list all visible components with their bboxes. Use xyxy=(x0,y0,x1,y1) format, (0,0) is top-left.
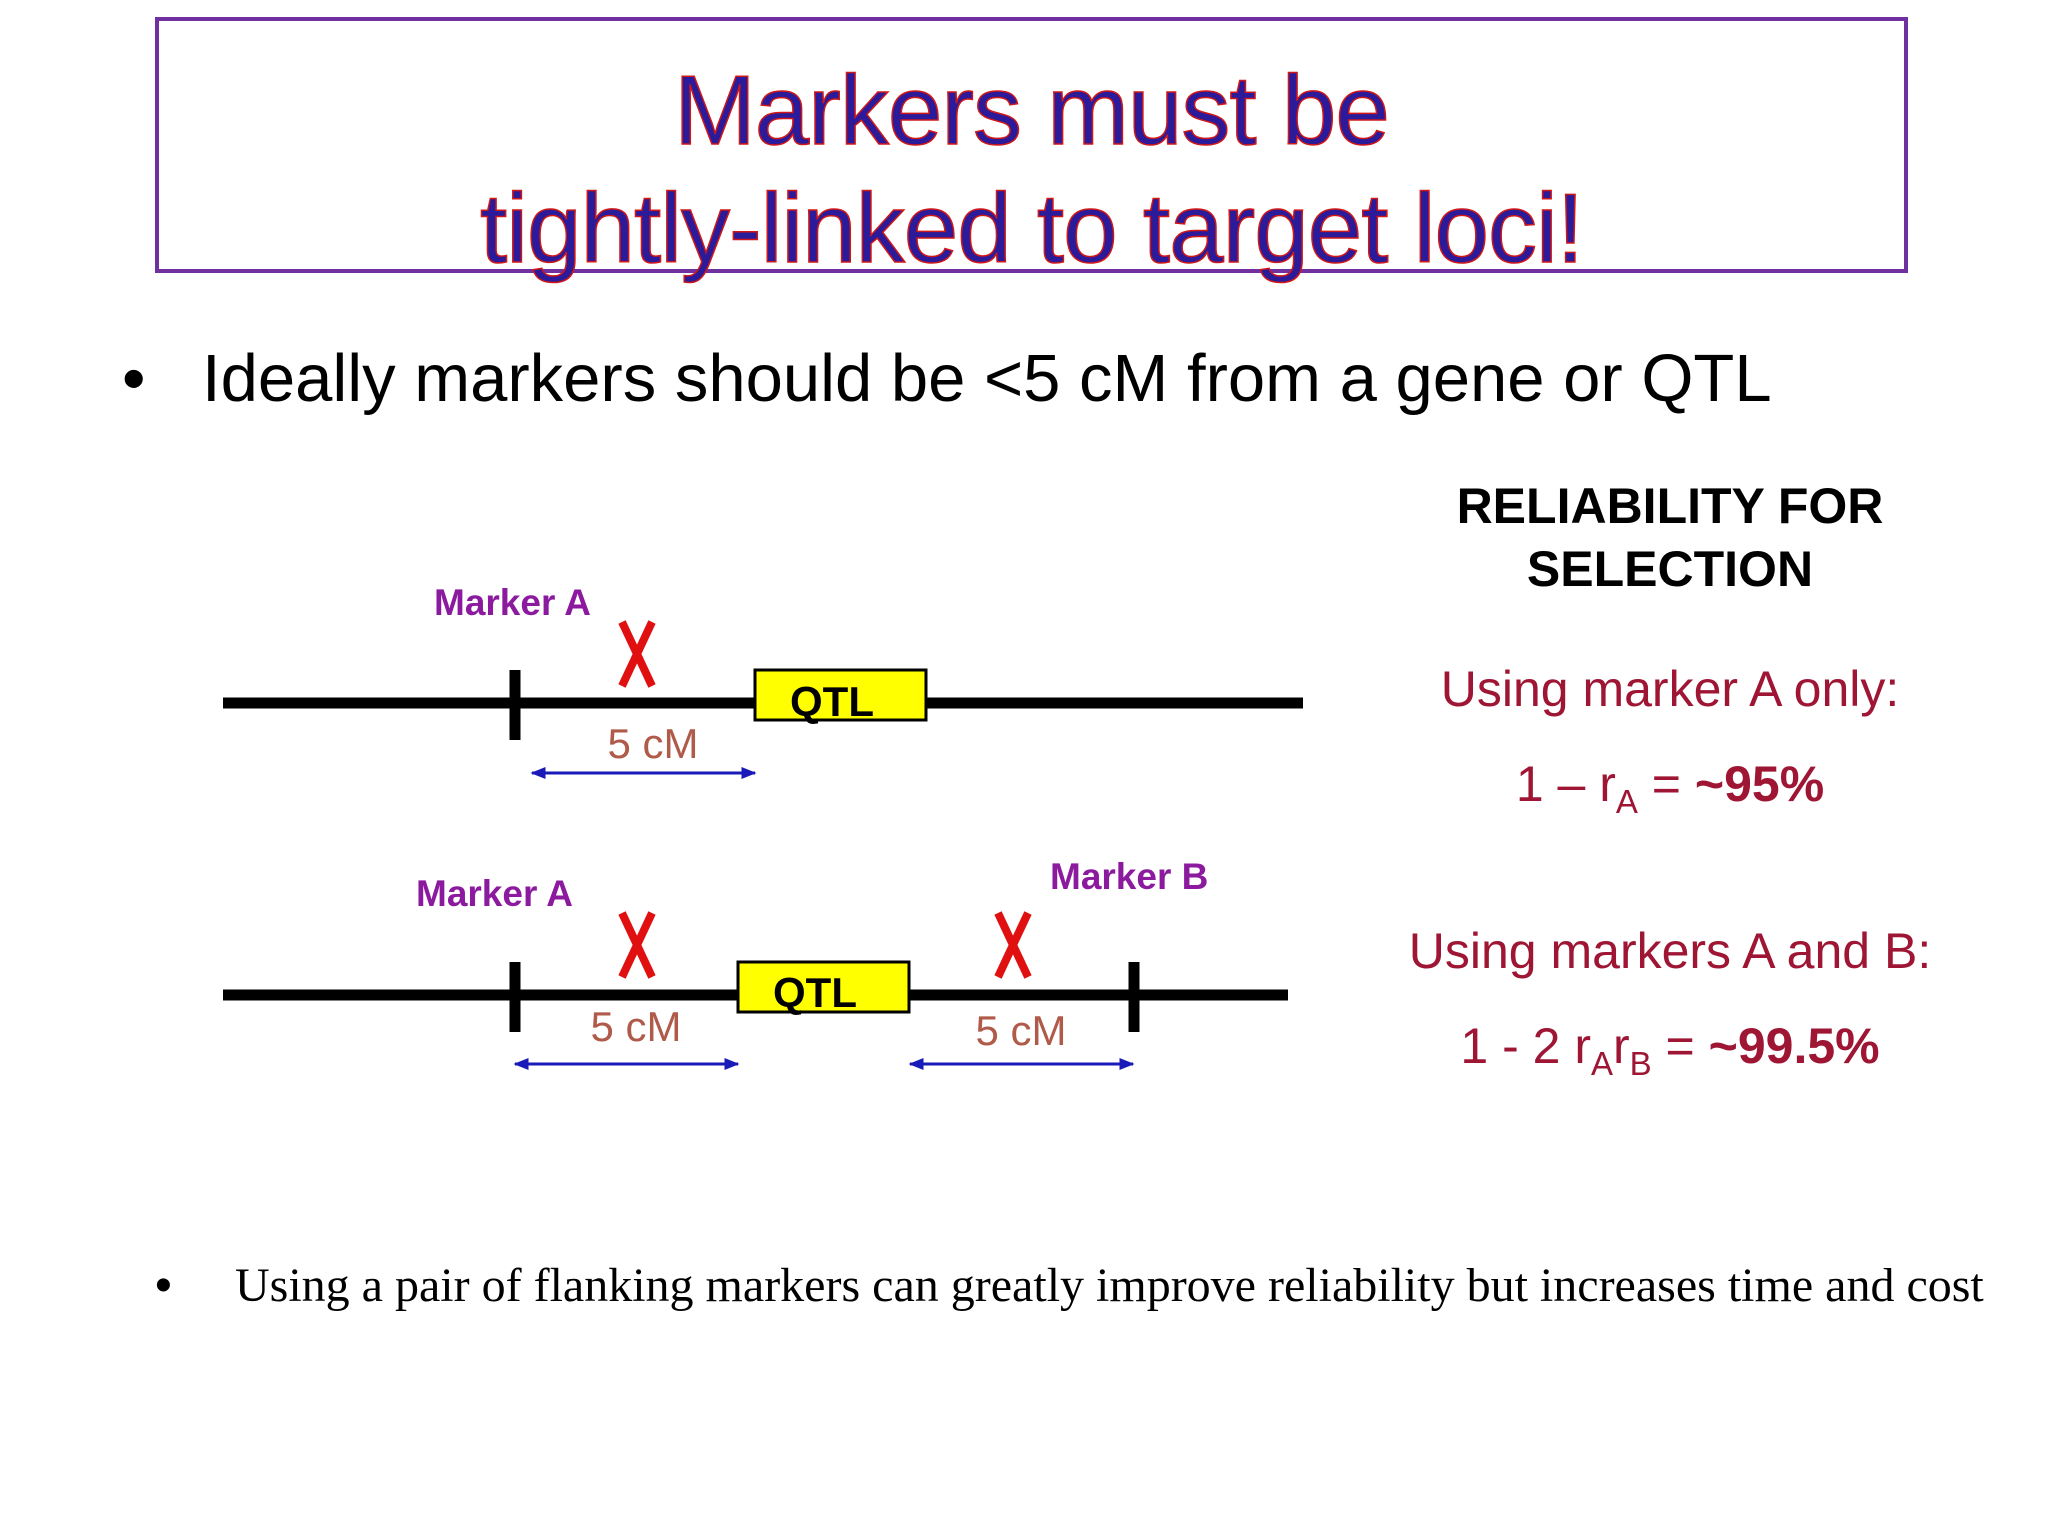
reliability-heading: RELIABILITY FOR SELECTION xyxy=(1370,475,1970,601)
distance-label-top: 5 cM xyxy=(607,720,698,767)
reliability-case-a-label: Using marker A only: xyxy=(1440,661,1900,717)
title-line-1: Markers must be xyxy=(673,55,1390,165)
bullet-dot: • xyxy=(155,1259,172,1312)
distance-label-bottom-left: 5 cM xyxy=(590,1003,681,1050)
formula-ab-sub-a: A xyxy=(1590,1045,1613,1082)
qtl-box-bottom xyxy=(736,960,911,1014)
formula-ab-sub-b: B xyxy=(1629,1045,1652,1082)
title-box: Markers must be tightly-linked to target… xyxy=(155,17,1908,278)
formula-ab-eq: = xyxy=(1651,1018,1709,1074)
crossover-icon xyxy=(618,911,656,979)
reliability-case-a-formula: 1 – rA = ~95% xyxy=(1370,755,1970,821)
formula-a-prefix: 1 – r xyxy=(1515,756,1616,812)
qtl-label-bottom: QTL xyxy=(773,969,857,1016)
formula-ab-mid: r xyxy=(1612,1018,1630,1074)
main-bullet-text: Ideally markers should be <5 cM from a g… xyxy=(202,341,1772,416)
formula-a-sub: A xyxy=(1615,783,1638,820)
formula-a-eq: = xyxy=(1637,756,1695,812)
qtl-box-top xyxy=(753,668,928,722)
formula-ab-value: ~99.5% xyxy=(1708,1018,1880,1074)
bottom-bullet-text: Using a pair of flanking markers can gre… xyxy=(235,1259,1984,1312)
bullet-dot: • xyxy=(122,341,146,416)
marker-a-label-top: Marker A xyxy=(434,582,591,623)
reliability-heading-line-1: RELIABILITY FOR xyxy=(1456,478,1884,534)
reliability-case-ab-label: Using markers A and B: xyxy=(1408,923,1932,979)
marker-a-label-bottom: Marker A xyxy=(416,873,573,914)
crossover-icon xyxy=(994,911,1032,979)
marker-b-label-bottom: Marker B xyxy=(1050,856,1208,897)
formula-a-value: ~95% xyxy=(1694,756,1825,812)
reliability-heading-line-2: SELECTION xyxy=(1526,541,1814,597)
qtl-label-top: QTL xyxy=(790,678,874,725)
formula-ab-prefix: 1 - 2 r xyxy=(1460,1018,1591,1074)
reliability-case-ab-formula: 1 - 2 rArB = ~99.5% xyxy=(1370,1017,1970,1083)
distance-label-bottom-right: 5 cM xyxy=(975,1007,1066,1054)
title-line-2: tightly-linked to target loci! xyxy=(479,173,1584,283)
crossover-icon xyxy=(618,620,656,688)
